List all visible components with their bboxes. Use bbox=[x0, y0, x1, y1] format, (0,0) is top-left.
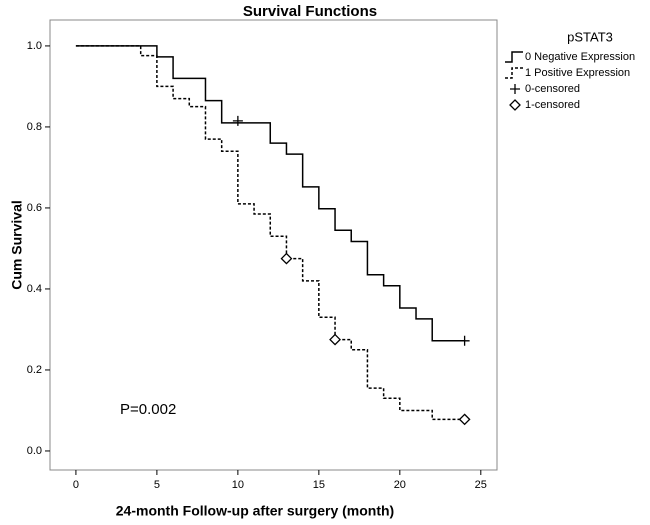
x-tick-label: 20 bbox=[394, 479, 406, 491]
x-tick-label: 10 bbox=[232, 479, 244, 491]
legend-label: 1-censored bbox=[525, 99, 580, 111]
y-tick-label: 0.6 bbox=[27, 202, 42, 214]
p-value: P=0.002 bbox=[120, 401, 176, 418]
x-tick-label: 15 bbox=[313, 479, 325, 491]
legend-label: 0-censored bbox=[525, 83, 580, 95]
y-tick-label: 0.0 bbox=[27, 445, 42, 457]
censor-mark bbox=[280, 252, 293, 265]
legend-symbol bbox=[510, 84, 520, 94]
y-tick-label: 0.4 bbox=[27, 283, 42, 295]
y-axis-label: Cum Survival bbox=[9, 200, 25, 289]
y-tick-label: 1.0 bbox=[27, 40, 42, 52]
survival-curve bbox=[75, 45, 465, 342]
x-tick-label: 0 bbox=[73, 479, 79, 491]
censor-mark bbox=[459, 335, 470, 346]
legend-symbol bbox=[509, 99, 521, 111]
survival-curve bbox=[75, 45, 465, 421]
legend-symbol bbox=[505, 51, 523, 63]
censor-mark bbox=[458, 413, 471, 426]
censor-mark bbox=[232, 115, 243, 126]
x-axis-label: 24-month Follow-up after surgery (month) bbox=[116, 503, 394, 519]
y-tick-label: 0.8 bbox=[27, 121, 42, 133]
legend-label: 1 Positive Expression bbox=[525, 67, 630, 79]
legend-symbol bbox=[505, 67, 523, 79]
x-tick-label: 5 bbox=[154, 479, 160, 491]
legend-title: pSTAT3 bbox=[567, 29, 613, 44]
censor-mark bbox=[329, 333, 341, 346]
y-tick-label: 0.2 bbox=[27, 364, 42, 376]
plot-frame bbox=[49, 19, 498, 471]
chart-title: Survival Functions bbox=[243, 3, 377, 20]
legend-label: 0 Negative Expression bbox=[525, 51, 635, 63]
x-tick-label: 25 bbox=[475, 479, 487, 491]
